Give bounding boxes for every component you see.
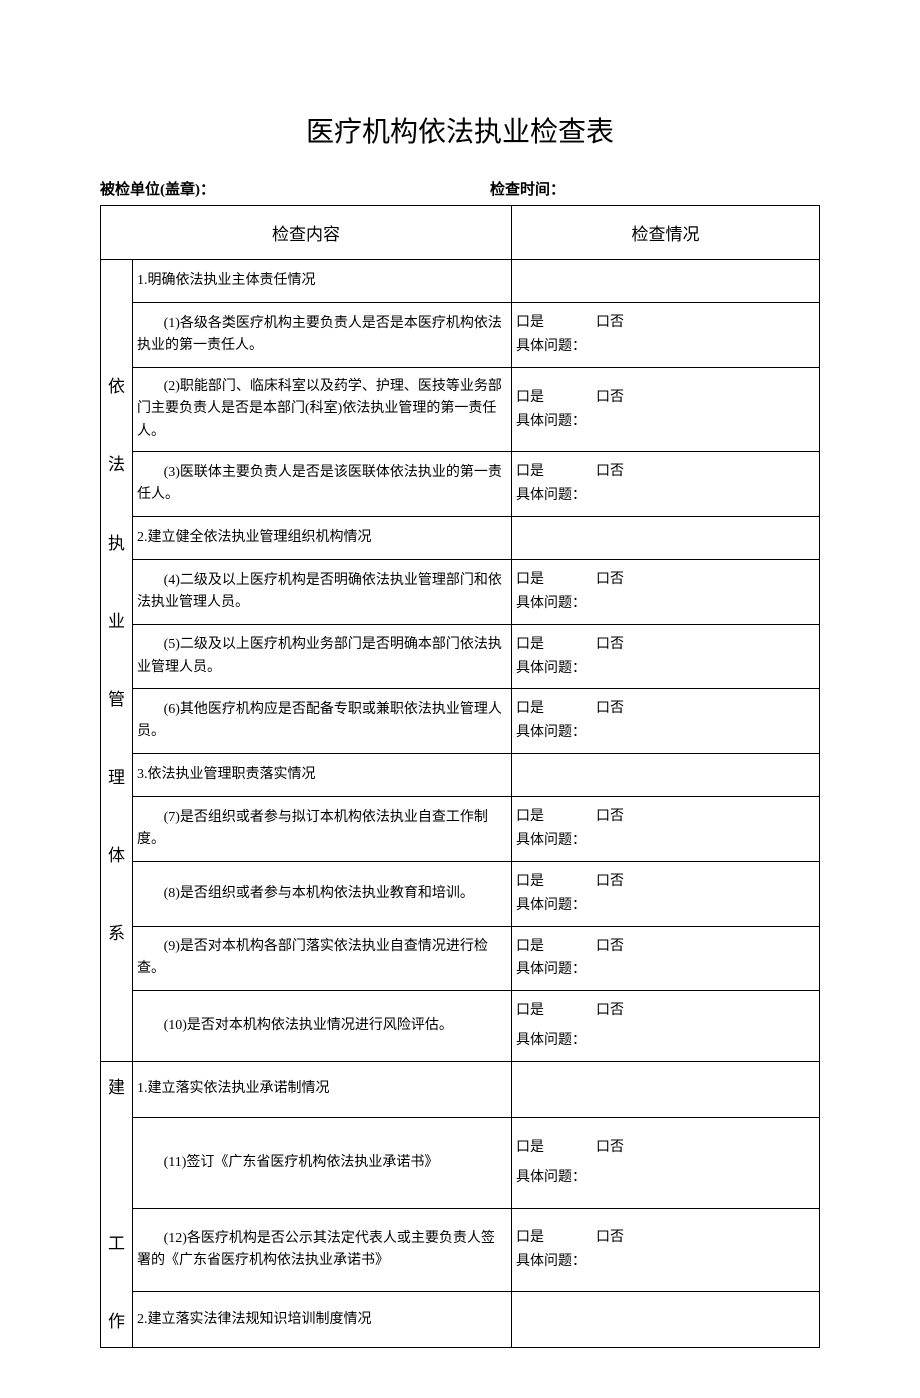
status-cell-empty	[512, 1292, 820, 1348]
status-cell: 口是口否具体问题：	[512, 1208, 820, 1291]
content-cell: (10)是否对本机构依法执业情况进行风险评估。	[133, 991, 512, 1062]
th-content: 检查内容	[101, 206, 512, 260]
detail-label: 具体问题：	[516, 894, 813, 918]
detail-label: 具体问题：	[516, 484, 813, 508]
table-row: (5)二级及以上医疗机构业务部门是否明确本部门依法执业管理人员。口是口否具体问题…	[101, 624, 820, 689]
th-status: 检查情况	[512, 206, 820, 260]
inspection-table: 检查内容 检查情况 依 法 执 业 管 理 体 系1.明确依法执业主体责任情况(…	[100, 205, 820, 1348]
form-meta-row: 被检单位(盖章)： 检查时间：	[100, 178, 820, 199]
detail-label: 具体问题：	[516, 592, 813, 616]
detail-label: 具体问题：	[516, 829, 813, 853]
checkbox-no[interactable]: 口否	[596, 311, 813, 335]
detail-label: 具体问题：	[516, 1029, 813, 1053]
table-row: (8)是否组织或者参与本机构依法执业教育和培训。口是口否具体问题：	[101, 861, 820, 926]
detail-label: 具体问题：	[516, 958, 813, 982]
content-cell: 1.建立落实依法执业承诺制情况	[133, 1061, 512, 1117]
status-cell-empty	[512, 516, 820, 559]
status-cell: 口是口否具体问题：	[512, 452, 820, 517]
content-cell: 2.建立健全依法执业管理组织机构情况	[133, 516, 512, 559]
status-cell-empty	[512, 753, 820, 796]
status-cell: 口是口否具体问题：	[512, 991, 820, 1062]
checkbox-yes[interactable]: 口是	[516, 805, 596, 829]
checkbox-yes[interactable]: 口是	[516, 633, 596, 657]
table-row: 3.依法执业管理职责落实情况	[101, 753, 820, 796]
table-row: (7)是否组织或者参与拟订本机构依法执业自查工作制度。口是口否具体问题：	[101, 797, 820, 862]
checkbox-yes[interactable]: 口是	[516, 935, 596, 959]
table-row: 2.建立落实法律法规知识培训制度情况	[101, 1292, 820, 1348]
content-cell: (11)签订《广东省医疗机构依法执业承诺书》	[133, 1117, 512, 1208]
content-cell: (12)各医疗机构是否公示其法定代表人或主要负责人签署的《广东省医疗机构依法执业…	[133, 1208, 512, 1291]
content-cell: (1)各级各类医疗机构主要负责人是否是本医疗机构依法执业的第一责任人。	[133, 303, 512, 368]
table-row: (10)是否对本机构依法执业情况进行风险评估。口是口否具体问题：	[101, 991, 820, 1062]
page-title: 医疗机构依法执业检查表	[100, 110, 820, 150]
checkbox-no[interactable]: 口否	[596, 460, 813, 484]
detail-label: 具体问题：	[516, 1166, 813, 1190]
checkbox-no[interactable]: 口否	[596, 805, 813, 829]
table-row: (4)二级及以上医疗机构是否明确依法执业管理部门和依法执业管理人员。口是口否具体…	[101, 560, 820, 625]
category-cell: 依 法 执 业 管 理 体 系	[101, 260, 133, 1062]
table-row: (12)各医疗机构是否公示其法定代表人或主要负责人签署的《广东省医疗机构依法执业…	[101, 1208, 820, 1291]
content-cell: (5)二级及以上医疗机构业务部门是否明确本部门依法执业管理人员。	[133, 624, 512, 689]
status-cell: 口是口否具体问题：	[512, 797, 820, 862]
table-row: (2)职能部门、临床科室以及药学、护理、医技等业务部门主要负责人是否是本部门(科…	[101, 367, 820, 451]
status-cell: 口是口否具体问题：	[512, 303, 820, 368]
checkbox-yes[interactable]: 口是	[516, 460, 596, 484]
checkbox-yes[interactable]: 口是	[516, 386, 596, 410]
checkbox-no[interactable]: 口否	[596, 386, 813, 410]
content-cell: 3.依法执业管理职责落实情况	[133, 753, 512, 796]
status-cell: 口是口否具体问题：	[512, 861, 820, 926]
detail-label: 具体问题：	[516, 410, 813, 434]
table-row: 建 工 作1.建立落实依法执业承诺制情况	[101, 1061, 820, 1117]
checkbox-yes[interactable]: 口是	[516, 568, 596, 592]
table-row: (1)各级各类医疗机构主要负责人是否是本医疗机构依法执业的第一责任人。口是口否具…	[101, 303, 820, 368]
content-cell: (4)二级及以上医疗机构是否明确依法执业管理部门和依法执业管理人员。	[133, 560, 512, 625]
checkbox-no[interactable]: 口否	[596, 870, 813, 894]
content-cell: (9)是否对本机构各部门落实依法执业自查情况进行检查。	[133, 926, 512, 991]
unit-label: 被检单位(盖章)：	[100, 178, 490, 199]
checkbox-no[interactable]: 口否	[596, 1226, 813, 1250]
date-label: 检查时间：	[490, 178, 820, 199]
checkbox-yes[interactable]: 口是	[516, 311, 596, 335]
content-cell: 1.明确依法执业主体责任情况	[133, 260, 512, 303]
checkbox-yes[interactable]: 口是	[516, 999, 596, 1023]
content-cell: (3)医联体主要负责人是否是该医联体依法执业的第一责任人。	[133, 452, 512, 517]
detail-label: 具体问题：	[516, 335, 813, 359]
table-row: 2.建立健全依法执业管理组织机构情况	[101, 516, 820, 559]
table-row: (11)签订《广东省医疗机构依法执业承诺书》口是口否具体问题：	[101, 1117, 820, 1208]
table-row: 依 法 执 业 管 理 体 系1.明确依法执业主体责任情况	[101, 260, 820, 303]
table-row: (3)医联体主要负责人是否是该医联体依法执业的第一责任人。口是口否具体问题：	[101, 452, 820, 517]
checkbox-yes[interactable]: 口是	[516, 1226, 596, 1250]
content-cell: (2)职能部门、临床科室以及药学、护理、医技等业务部门主要负责人是否是本部门(科…	[133, 367, 512, 451]
checkbox-no[interactable]: 口否	[596, 1136, 813, 1160]
content-cell: (8)是否组织或者参与本机构依法执业教育和培训。	[133, 861, 512, 926]
status-cell: 口是口否具体问题：	[512, 926, 820, 991]
content-cell: (6)其他医疗机构应是否配备专职或兼职依法执业管理人员。	[133, 689, 512, 754]
detail-label: 具体问题：	[516, 657, 813, 681]
status-cell: 口是口否具体问题：	[512, 689, 820, 754]
content-cell: (7)是否组织或者参与拟订本机构依法执业自查工作制度。	[133, 797, 512, 862]
checkbox-no[interactable]: 口否	[596, 633, 813, 657]
checkbox-no[interactable]: 口否	[596, 999, 813, 1023]
status-cell-empty	[512, 1061, 820, 1117]
detail-label: 具体问题：	[516, 1250, 813, 1274]
content-cell: 2.建立落实法律法规知识培训制度情况	[133, 1292, 512, 1348]
status-cell: 口是口否具体问题：	[512, 560, 820, 625]
status-cell: 口是口否具体问题：	[512, 1117, 820, 1208]
table-row: (6)其他医疗机构应是否配备专职或兼职依法执业管理人员。口是口否具体问题：	[101, 689, 820, 754]
table-row: (9)是否对本机构各部门落实依法执业自查情况进行检查。口是口否具体问题：	[101, 926, 820, 991]
detail-label: 具体问题：	[516, 721, 813, 745]
status-cell: 口是口否具体问题：	[512, 367, 820, 451]
checkbox-yes[interactable]: 口是	[516, 697, 596, 721]
checkbox-no[interactable]: 口否	[596, 697, 813, 721]
checkbox-yes[interactable]: 口是	[516, 870, 596, 894]
status-cell: 口是口否具体问题：	[512, 624, 820, 689]
checkbox-no[interactable]: 口否	[596, 935, 813, 959]
status-cell-empty	[512, 260, 820, 303]
checkbox-no[interactable]: 口否	[596, 568, 813, 592]
category-cell: 建 工 作	[101, 1061, 133, 1348]
checkbox-yes[interactable]: 口是	[516, 1136, 596, 1160]
